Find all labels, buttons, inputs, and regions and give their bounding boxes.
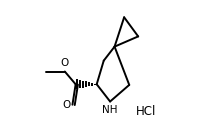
Text: HCl: HCl — [136, 105, 156, 118]
Text: O: O — [61, 58, 69, 68]
Text: NH: NH — [102, 105, 118, 115]
Text: O: O — [62, 100, 71, 110]
